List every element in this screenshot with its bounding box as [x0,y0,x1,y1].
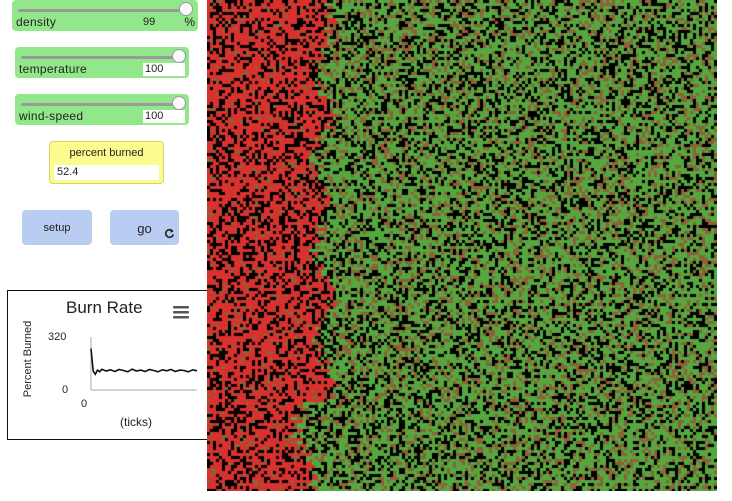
monitor-value: 52.4 [54,165,159,180]
forever-loop-icon [164,228,175,242]
go-button-label: go [137,221,152,236]
slider-label: wind-speed [19,109,84,123]
slider-knob[interactable] [172,49,186,63]
slider-value: 99 [143,16,156,28]
density-slider[interactable]: density 99 % [12,0,198,31]
burn-rate-line [90,348,198,376]
slider-knob[interactable] [172,96,186,110]
y-max-tick: 320 [48,331,67,343]
percent-burned-monitor: percent burned 52.4 [49,141,164,184]
slider-track[interactable] [21,56,179,59]
go-button[interactable]: go [110,210,179,245]
temperature-slider[interactable]: temperature 100 [15,47,189,78]
x-min-tick: 0 [81,398,88,410]
hamburger-menu-icon[interactable] [173,305,189,324]
y-min-tick: 0 [62,384,69,396]
setup-button-label: setup [43,221,71,234]
patch-grid [207,0,717,491]
plot-title: Burn Rate [66,298,143,317]
burn-rate-plot: Burn Rate Percent Burned 320 0 0 (ticks) [7,290,209,440]
slider-track[interactable] [18,9,188,12]
plot-x-axis-label: (ticks) [120,415,152,429]
forest-world-view[interactable] [207,0,717,491]
slider-label: temperature [19,62,87,76]
plot-axes [90,337,197,391]
slider-label: density [16,15,57,29]
slider-value: 100 [143,110,185,123]
slider-knob[interactable] [179,2,193,16]
slider-track[interactable] [21,103,179,106]
slider-value: 100 [143,63,185,76]
plot-area [90,337,198,391]
setup-button[interactable]: setup [22,210,92,245]
slider-unit: % [184,15,195,29]
monitor-label: percent burned [69,147,144,159]
wind-speed-slider[interactable]: wind-speed 100 [15,94,189,125]
